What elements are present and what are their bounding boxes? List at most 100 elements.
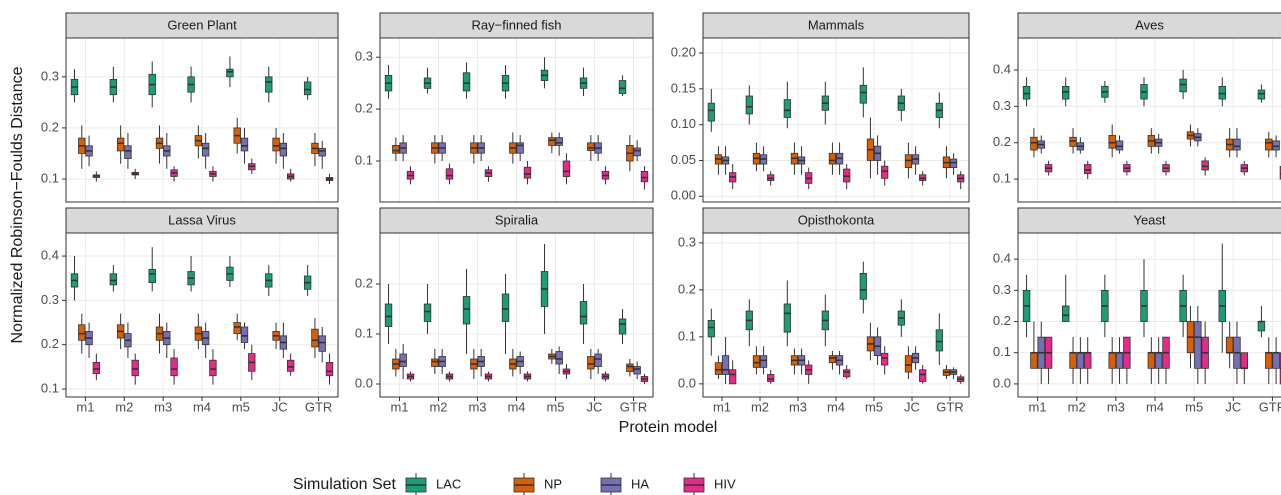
box	[265, 76, 273, 93]
box	[279, 142, 288, 157]
legend-label: NP	[544, 476, 562, 491]
box	[109, 273, 118, 286]
y-tick-label: 0.3	[993, 282, 1011, 297]
y-tick-label: 0.1	[355, 152, 373, 167]
box	[431, 358, 439, 367]
box	[1240, 352, 1248, 369]
strip-text: Ray−finned fish	[472, 17, 562, 32]
box	[148, 268, 156, 284]
x-tick-label: m1	[1029, 399, 1047, 414]
x-tick-label: JC	[587, 399, 603, 414]
y-tick-label: 0.2	[993, 313, 1011, 328]
box	[233, 322, 241, 335]
y-tick-label: 0.00	[671, 188, 696, 203]
x-tick-label: m2	[429, 399, 447, 414]
x-tick-label: m5	[865, 399, 883, 414]
box	[935, 329, 943, 352]
box	[904, 355, 913, 373]
y-tick-label: 0.05	[671, 152, 696, 167]
box	[745, 95, 753, 115]
strip	[1017, 12, 1281, 39]
box	[1084, 164, 1092, 175]
box	[1194, 321, 1202, 369]
box	[240, 137, 249, 152]
box	[555, 351, 563, 365]
box	[272, 137, 280, 152]
x-tick-label: m2	[1068, 399, 1086, 414]
box	[423, 303, 432, 322]
strip-text: Mammals	[808, 17, 865, 32]
box	[594, 353, 602, 367]
box	[1030, 136, 1038, 151]
panel-border	[1017, 37, 1281, 203]
box	[1233, 138, 1241, 151]
box	[1084, 352, 1092, 369]
box	[1154, 352, 1163, 369]
box	[1201, 160, 1209, 171]
box	[783, 99, 791, 118]
box	[783, 303, 791, 333]
x-tick-label: m5	[232, 399, 250, 414]
box	[640, 170, 649, 183]
box	[1115, 352, 1124, 369]
panel-border	[379, 37, 654, 203]
y-tick-label: 0.1	[993, 344, 1011, 359]
box	[587, 356, 595, 370]
x-axis-title: Protein model	[619, 419, 718, 436]
legend-label: HIV	[714, 476, 736, 491]
y-tick-label: 0.1	[41, 380, 59, 395]
y-tick-label: 0.1	[355, 325, 373, 340]
x-tick-label: m1	[390, 399, 408, 414]
strip	[379, 207, 654, 234]
box	[170, 357, 178, 377]
x-tick-label: JC	[904, 399, 920, 414]
y-tick-label: 0.1	[678, 328, 696, 343]
box	[1022, 85, 1031, 100]
panel-border	[1017, 232, 1281, 398]
x-tick-label: m3	[154, 399, 172, 414]
box	[201, 142, 210, 157]
panel-border	[379, 232, 654, 398]
box	[1272, 140, 1280, 151]
x-tick-label: m4	[1146, 399, 1164, 414]
box	[759, 355, 768, 368]
x-tick-label: m5	[1185, 399, 1203, 414]
x-tick-label: m1	[713, 399, 731, 414]
y-tick-label: 0.0	[355, 375, 373, 390]
y-tick-label: 0.2	[41, 336, 59, 351]
y-tick-label: 0.2	[355, 101, 373, 116]
x-tick-label: GTR	[305, 399, 332, 414]
box	[303, 81, 312, 96]
box	[445, 168, 454, 180]
box	[555, 137, 563, 146]
box	[626, 363, 634, 372]
y-tick-label: 0.20	[671, 44, 696, 59]
x-tick-label: m4	[827, 399, 845, 414]
box	[501, 293, 510, 322]
box	[1257, 89, 1266, 100]
y-tick-label: 0.1	[993, 171, 1011, 186]
box	[209, 359, 217, 377]
box	[116, 137, 125, 152]
box	[1265, 138, 1273, 151]
box	[1225, 336, 1234, 354]
strip-text: Aves	[1135, 17, 1164, 32]
box	[1218, 85, 1226, 100]
box	[548, 137, 556, 146]
strip	[65, 207, 339, 234]
box	[1069, 136, 1077, 147]
box	[1069, 352, 1077, 369]
box	[707, 102, 715, 122]
y-tick-label: 0.0	[993, 375, 1011, 390]
strip	[702, 12, 970, 39]
box	[618, 80, 627, 94]
box	[1257, 321, 1266, 332]
strip-text: Opisthokonta	[798, 212, 875, 227]
box	[707, 320, 715, 338]
y-tick-label: 0.3	[41, 292, 59, 307]
strip	[379, 12, 654, 39]
box	[399, 353, 407, 367]
strip-text: Green Plant	[167, 17, 237, 32]
